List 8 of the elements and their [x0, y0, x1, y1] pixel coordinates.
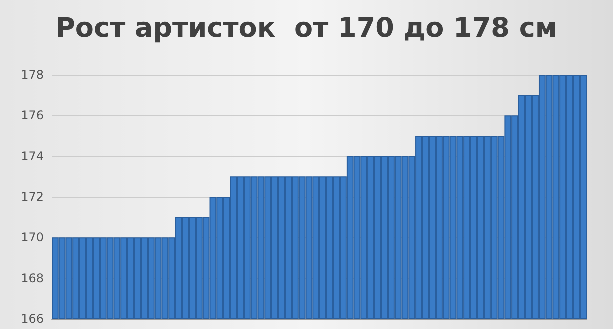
y-tick-label: 174	[21, 149, 44, 164]
y-tick-label: 178	[21, 68, 44, 82]
y-tick-label: 176	[21, 108, 44, 123]
y-tick-label: 172	[21, 190, 44, 204]
chart-title: Рост артисток от 170 до 178 см	[56, 13, 558, 44]
y-tick-label: 166	[21, 312, 44, 326]
y-tick-label: 168	[21, 271, 44, 286]
y-tick-label: 170	[21, 230, 44, 245]
